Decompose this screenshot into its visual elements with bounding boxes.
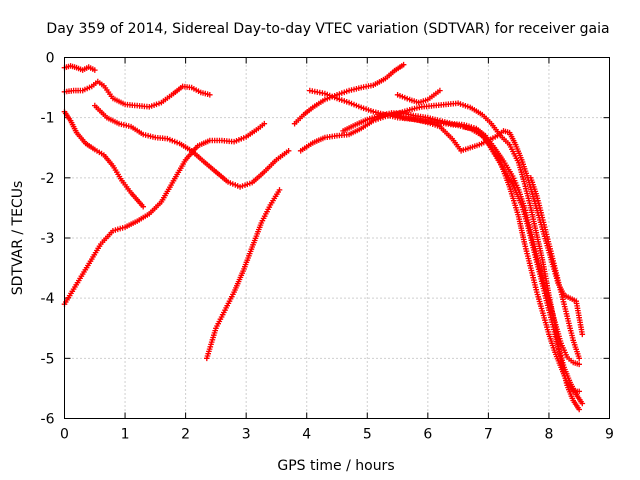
series-arc-a xyxy=(61,63,98,73)
plot-frame xyxy=(64,57,610,419)
series-markers xyxy=(291,61,407,127)
series-markers xyxy=(61,108,146,210)
x-axis-label: GPS time / hours xyxy=(277,458,394,474)
y-tick-label: -6 xyxy=(41,412,55,428)
y-tick-label: 0 xyxy=(46,51,55,67)
series-markers xyxy=(92,102,292,190)
y-axis-label: SDTVAR / TECUs xyxy=(10,181,26,296)
x-tick-label: 4 xyxy=(302,427,311,443)
series-arc-m xyxy=(461,123,586,407)
series-markers xyxy=(461,123,586,407)
axis-ticks: 0 1 2 3 4 5 6 7 8 9 0 -1 -2 -3 -4 -5 -6 xyxy=(41,51,614,443)
chart-title: Day 359 of 2014, Sidereal Day-to-day VTE… xyxy=(46,21,609,37)
grid xyxy=(64,57,610,419)
series-arc-b xyxy=(61,78,213,110)
series-arc-n xyxy=(528,175,582,362)
series-arc-j xyxy=(394,87,443,106)
series-arc-h xyxy=(291,61,407,127)
x-tick-label: 0 xyxy=(60,427,69,443)
y-tick-label: -3 xyxy=(41,231,55,247)
x-tick-label: 5 xyxy=(363,427,372,443)
series-arc-f xyxy=(204,187,283,362)
series-markers xyxy=(204,187,283,362)
series-markers xyxy=(528,175,582,362)
x-tick-label: 9 xyxy=(605,427,614,443)
x-tick-label: 6 xyxy=(423,427,432,443)
series-markers xyxy=(297,100,582,413)
y-tick-label: -4 xyxy=(41,291,55,307)
series-arc-d xyxy=(92,102,292,190)
y-tick-label: -1 xyxy=(41,111,55,127)
series-arc-c xyxy=(61,108,146,210)
series-arc-g xyxy=(297,100,582,413)
x-tick-label: 3 xyxy=(242,427,251,443)
y-tick-label: -2 xyxy=(41,171,55,187)
x-tick-label: 8 xyxy=(544,427,553,443)
y-tick-label: -5 xyxy=(41,351,55,367)
x-tick-label: 2 xyxy=(181,427,190,443)
data-markers xyxy=(61,61,586,413)
series-markers xyxy=(394,87,443,106)
x-tick-label: 1 xyxy=(121,427,130,443)
series-markers xyxy=(61,63,98,73)
series-markers xyxy=(61,78,213,110)
x-tick-label: 7 xyxy=(484,427,493,443)
